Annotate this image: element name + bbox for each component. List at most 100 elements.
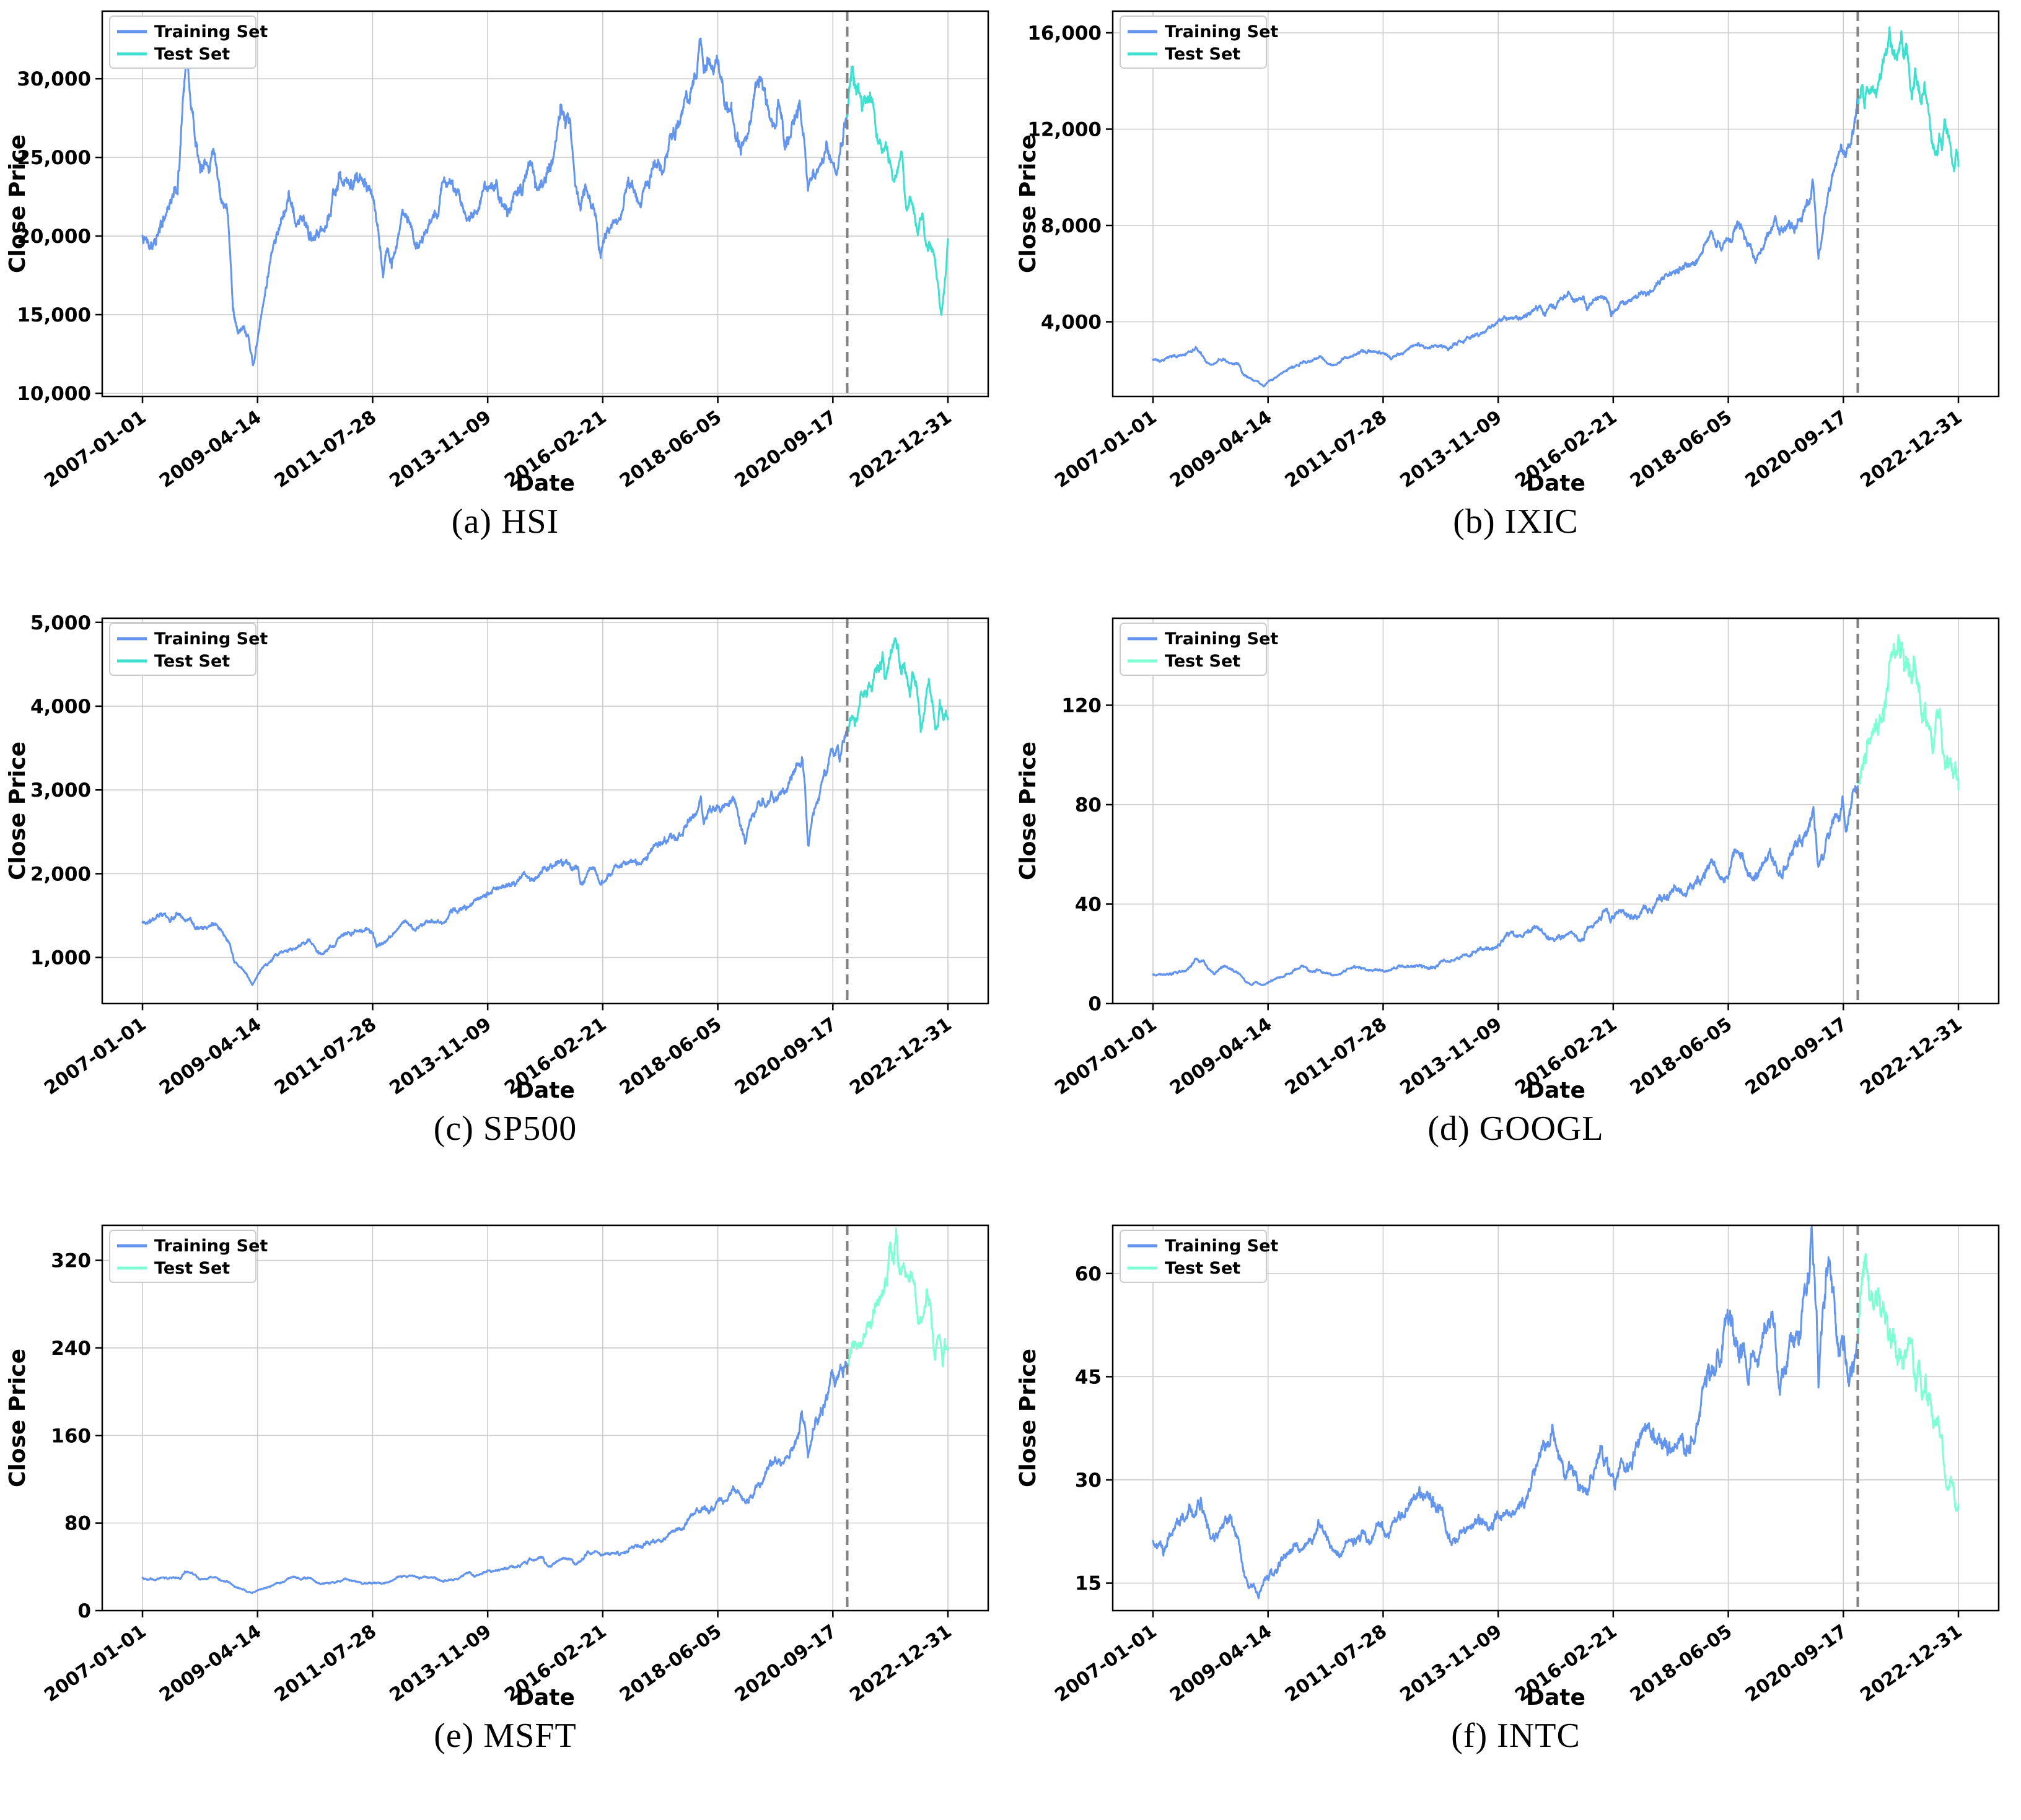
x-tick-label: 2013-11-09 [1396, 406, 1506, 492]
y-axis-label: Close Price [1015, 1349, 1041, 1487]
axes-box [101, 1224, 989, 1612]
x-tick-label: 2007-01-01 [40, 1621, 150, 1707]
x-tick-label: 2009-04-14 [1166, 1621, 1276, 1707]
y-tick-label: 15,000 [17, 304, 91, 326]
y-tick-label: 80 [64, 1513, 91, 1535]
training-set-line [1152, 1225, 1859, 1599]
subplot-googl: 0 40 80 120 2007-01-01 2009-04-14 2011-07-28 20… [1010, 607, 2021, 1214]
x-axis-label: Date [515, 1685, 575, 1710]
y-tick-label: 8,000 [1041, 215, 1102, 237]
x-tick-label: 2020-09-17 [731, 406, 841, 492]
x-tick-label: 2009-04-14 [1166, 406, 1276, 492]
x-tick-label: 2011-07-28 [1281, 1621, 1391, 1707]
x-tick-label: 2007-01-01 [40, 406, 150, 492]
x-tick-label: 2020-09-17 [1742, 1013, 1851, 1100]
y-axis-label: Close Price [1015, 134, 1041, 273]
subplot-caption-intc: (f) INTC [1451, 1717, 1580, 1755]
y-tick-label: 10,000 [17, 383, 91, 405]
test-set-line [1857, 1253, 1960, 1512]
x-tick-label: 2022-12-31 [846, 406, 955, 492]
y-axis-label: Close Price [5, 134, 30, 273]
y-tick-label: 3,000 [30, 779, 91, 802]
x-tick-label: 2007-01-01 [1051, 1013, 1160, 1100]
y-axis-label: Close Price [5, 742, 30, 880]
x-tick-label: 2022-12-31 [846, 1013, 955, 1100]
x-tick-label: 2013-11-09 [1396, 1013, 1506, 1100]
legend-label: Test Set [154, 45, 230, 64]
y-tick-label: 4,000 [30, 696, 91, 718]
x-tick-label: 2007-01-01 [1051, 1621, 1160, 1707]
legend-label: Training Set [154, 629, 268, 649]
x-tick-label: 2020-09-17 [1742, 406, 1851, 492]
test-set-line [1857, 634, 1960, 791]
line-chart-hsi: 10,000 15,000 20,000 25,000 30,000 2007-01-01… [5, 10, 989, 496]
x-axis-label: Date [1526, 1685, 1585, 1710]
x-tick-label: 2011-07-28 [1281, 406, 1391, 492]
x-tick-label: 2013-11-09 [385, 406, 495, 492]
y-tick-label: 320 [51, 1250, 91, 1272]
subplot-caption-ixic: (b) IXIC [1453, 502, 1579, 541]
axes-box [101, 10, 989, 398]
axes-box [101, 617, 989, 1005]
x-tick-label: 2018-06-05 [616, 1013, 726, 1100]
legend-label: Test Set [1165, 45, 1240, 64]
subplot-caption-googl: (d) GOOGL [1427, 1109, 1604, 1148]
line-chart-ixic: 4,000 8,000 12,000 16,000 2007-01-01 2009-04-… [1015, 10, 2000, 496]
x-tick-label: 2011-07-28 [271, 1013, 380, 1100]
legend-label: Training Set [1165, 22, 1278, 42]
x-tick-label: 2020-09-17 [731, 1621, 841, 1707]
legend-label: Training Set [154, 1236, 268, 1256]
y-tick-label: 120 [1061, 694, 1102, 717]
subplot-intc: 15 30 45 60 2007-01-01 2009-04-14 2011-07-28 20… [1010, 1214, 2021, 1820]
y-tick-label: 5,000 [30, 612, 91, 634]
subplot-caption-sp500: (c) SP500 [433, 1109, 577, 1148]
training-set-line [141, 726, 848, 986]
x-tick-label: 2022-12-31 [1856, 406, 1966, 492]
x-tick-label: 2009-04-14 [156, 406, 265, 492]
y-tick-label: 0 [1088, 993, 1102, 1015]
x-tick-label: 2009-04-14 [1166, 1013, 1276, 1100]
test-set-line [846, 637, 949, 733]
subplot-caption-hsi: (a) HSI [451, 502, 559, 541]
y-tick-label: 40 [1075, 893, 1102, 916]
y-tick-label: 0 [77, 1600, 91, 1622]
subplot-ixic: 4,000 8,000 12,000 16,000 2007-01-01 2009-04-… [1010, 0, 2021, 607]
legend-label: Training Set [1165, 1236, 1278, 1256]
y-tick-label: 80 [1075, 794, 1102, 816]
x-tick-label: 2020-09-17 [731, 1013, 841, 1100]
axes-box [1111, 617, 2000, 1005]
x-tick-label: 2013-11-09 [385, 1621, 495, 1707]
x-tick-label: 2007-01-01 [40, 1013, 150, 1100]
x-tick-label: 2011-07-28 [1281, 1013, 1391, 1100]
training-set-line [141, 37, 848, 367]
y-tick-label: 30,000 [17, 68, 91, 90]
legend-label: Training Set [1165, 629, 1278, 649]
subplot-hsi: 10,000 15,000 20,000 25,000 30,000 2007-01-01… [0, 0, 1010, 607]
training-set-line [1152, 94, 1859, 388]
subplot-caption-msft: (e) MSFT [434, 1717, 577, 1755]
test-set-line [846, 1227, 949, 1370]
x-tick-label: 2018-06-05 [616, 406, 726, 492]
y-tick-label: 1,000 [30, 947, 91, 969]
x-tick-label: 2011-07-28 [271, 406, 380, 492]
y-tick-label: 2,000 [30, 863, 91, 885]
x-tick-label: 2013-11-09 [385, 1013, 495, 1100]
x-tick-label: 2007-01-01 [1051, 406, 1160, 492]
legend-label: Test Set [154, 1259, 230, 1278]
legend-label: Training Set [154, 22, 268, 42]
y-tick-label: 60 [1075, 1263, 1102, 1285]
x-tick-label: 2011-07-28 [271, 1621, 380, 1707]
x-tick-label: 2022-12-31 [1856, 1621, 1966, 1707]
y-tick-label: 20,000 [17, 225, 91, 248]
y-tick-label: 45 [1075, 1366, 1102, 1388]
y-axis-label: Close Price [1015, 742, 1041, 880]
x-tick-label: 2018-06-05 [1626, 406, 1736, 492]
test-set-line [1857, 26, 1960, 173]
legend-label: Test Set [1165, 1259, 1240, 1278]
y-tick-label: 4,000 [1041, 311, 1102, 333]
y-tick-label: 12,000 [1027, 118, 1102, 141]
x-tick-label: 2009-04-14 [156, 1013, 265, 1100]
line-chart-msft: 0 80 160 240 320 2007-01-01 2009-04-14 2011-07-… [5, 1224, 989, 1710]
